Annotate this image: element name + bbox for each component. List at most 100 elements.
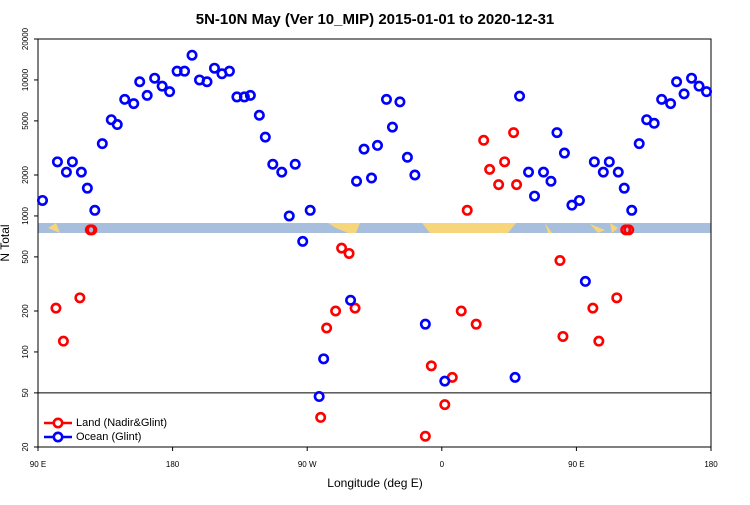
- y-tick-label: 500: [21, 250, 30, 264]
- point: [179, 65, 191, 77]
- point: [509, 371, 521, 383]
- point: [648, 117, 660, 129]
- point: [618, 182, 630, 194]
- point: [499, 156, 511, 168]
- point: [671, 76, 683, 88]
- x-axis-label: Longitude (deg E): [327, 476, 422, 490]
- y-tick-label: 1000: [21, 206, 30, 224]
- point: [371, 139, 383, 151]
- point: [358, 143, 370, 155]
- point: [119, 93, 131, 105]
- x-tick-label: 180: [166, 460, 180, 469]
- point: [579, 275, 591, 287]
- point: [558, 147, 570, 159]
- legend-label: Ocean (Glint): [76, 431, 141, 443]
- point: [345, 294, 357, 306]
- point: [470, 318, 482, 330]
- point: [419, 430, 431, 442]
- point: [693, 80, 705, 92]
- point: [276, 166, 288, 178]
- point: [380, 93, 392, 105]
- x-tick-label: 0: [440, 460, 445, 469]
- point: [545, 175, 557, 187]
- point: [557, 330, 569, 342]
- point: [351, 175, 363, 187]
- point: [566, 199, 578, 211]
- point: [461, 204, 473, 216]
- point: [366, 172, 378, 184]
- point: [201, 76, 213, 88]
- x-tick-label: 90 W: [298, 460, 317, 469]
- point: [523, 166, 535, 178]
- point: [484, 163, 496, 175]
- point: [588, 156, 600, 168]
- x-tick-label: 90 E: [30, 460, 46, 469]
- point: [164, 86, 176, 98]
- point: [612, 166, 624, 178]
- point: [66, 156, 78, 168]
- point: [554, 255, 566, 267]
- point: [455, 305, 467, 317]
- point: [514, 90, 526, 102]
- point: [425, 360, 437, 372]
- y-tick-label: 2000: [21, 166, 30, 184]
- point: [81, 182, 93, 194]
- legend-marker: [52, 431, 64, 443]
- map-strip: [38, 223, 711, 233]
- point: [50, 302, 62, 314]
- point: [656, 93, 668, 105]
- point: [244, 89, 256, 101]
- point: [330, 305, 342, 317]
- point: [419, 318, 431, 330]
- point: [315, 411, 327, 423]
- point: [238, 91, 250, 103]
- point: [551, 127, 563, 139]
- point: [511, 179, 523, 191]
- point: [336, 242, 348, 254]
- point: [60, 166, 72, 178]
- point: [478, 134, 490, 146]
- point: [36, 194, 48, 206]
- point: [394, 96, 406, 108]
- point: [51, 156, 63, 168]
- point: [223, 65, 235, 77]
- legend-marker: [52, 417, 64, 429]
- point: [267, 158, 279, 170]
- point: [401, 151, 413, 163]
- point: [701, 86, 713, 98]
- point: [573, 194, 585, 206]
- point: [208, 62, 220, 74]
- y-tick-label: 5000: [21, 111, 30, 129]
- point: [386, 121, 398, 133]
- y-tick-label: 50: [21, 388, 30, 397]
- point: [283, 210, 295, 222]
- y-tick-label: 200: [21, 304, 30, 318]
- point: [587, 302, 599, 314]
- point: [409, 169, 421, 181]
- point: [678, 88, 690, 100]
- y-tick-label: 10000: [21, 68, 30, 91]
- point: [259, 131, 271, 143]
- point: [593, 335, 605, 347]
- point: [537, 166, 549, 178]
- point: [304, 204, 316, 216]
- point: [86, 224, 98, 236]
- point: [493, 179, 505, 191]
- point: [149, 72, 161, 84]
- point: [128, 98, 140, 110]
- point: [633, 138, 645, 150]
- point: [186, 49, 198, 61]
- point: [349, 302, 361, 314]
- point: [141, 89, 153, 101]
- point: [318, 353, 330, 365]
- point: [253, 109, 265, 121]
- point: [611, 292, 623, 304]
- plot-frame: [37, 38, 712, 448]
- point: [289, 158, 301, 170]
- point: [313, 391, 325, 403]
- point: [297, 235, 309, 247]
- chart-title: 5N-10N May (Ver 10_MIP) 2015-01-01 to 20…: [196, 11, 555, 28]
- point: [96, 138, 108, 150]
- point: [439, 399, 451, 411]
- point: [343, 247, 355, 259]
